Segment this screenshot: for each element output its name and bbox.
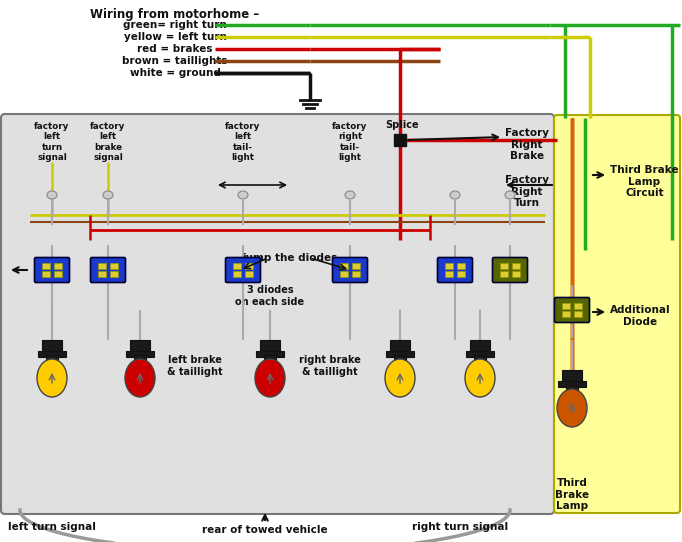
Ellipse shape xyxy=(345,191,355,199)
Bar xyxy=(558,381,586,387)
Bar xyxy=(110,271,118,277)
Text: Third
Brake
Lamp: Third Brake Lamp xyxy=(555,478,589,511)
Bar xyxy=(445,271,453,277)
Text: yellow = left turn: yellow = left turn xyxy=(123,32,226,42)
Bar xyxy=(245,271,253,277)
Text: jump the diodes: jump the diodes xyxy=(242,253,338,263)
Ellipse shape xyxy=(465,359,495,397)
Bar xyxy=(500,271,508,277)
Bar xyxy=(445,263,453,269)
Bar xyxy=(130,340,150,353)
Text: factory
left
tail-
light: factory left tail- light xyxy=(225,122,261,162)
Bar xyxy=(340,263,348,269)
Bar xyxy=(500,263,508,269)
Text: factory
right
tail-
light: factory right tail- light xyxy=(332,122,368,162)
FancyBboxPatch shape xyxy=(437,257,473,282)
Bar xyxy=(98,263,106,269)
Text: rear of towed vehicle: rear of towed vehicle xyxy=(202,525,328,535)
Bar xyxy=(42,340,62,353)
Bar xyxy=(54,271,62,277)
Text: red = brakes: red = brakes xyxy=(137,44,213,54)
Ellipse shape xyxy=(505,191,515,199)
Bar xyxy=(38,351,66,357)
FancyBboxPatch shape xyxy=(35,257,70,282)
FancyBboxPatch shape xyxy=(1,114,554,514)
Text: green= right turn: green= right turn xyxy=(123,20,227,30)
Ellipse shape xyxy=(385,359,415,397)
Bar xyxy=(233,263,241,269)
Bar xyxy=(54,263,62,269)
Ellipse shape xyxy=(557,389,587,427)
Text: left brake
& taillight: left brake & taillight xyxy=(167,355,223,377)
Ellipse shape xyxy=(255,359,285,397)
Ellipse shape xyxy=(450,191,460,199)
Text: left turn signal: left turn signal xyxy=(8,522,96,532)
Bar xyxy=(42,263,50,269)
Bar xyxy=(466,351,494,357)
Text: 3 diodes
on each side: 3 diodes on each side xyxy=(235,285,305,307)
Bar xyxy=(562,370,582,383)
Bar xyxy=(352,263,360,269)
FancyBboxPatch shape xyxy=(554,298,589,322)
Bar xyxy=(46,355,58,363)
Text: factory
left
turn
signal: factory left turn signal xyxy=(34,122,70,162)
Ellipse shape xyxy=(47,191,57,199)
Bar xyxy=(574,311,582,317)
Text: Factory
Right
Brake: Factory Right Brake xyxy=(505,128,549,161)
Ellipse shape xyxy=(37,359,67,397)
Text: Factory
Right
Turn: Factory Right Turn xyxy=(505,175,549,208)
Text: Splice: Splice xyxy=(385,120,419,130)
Bar xyxy=(390,340,410,353)
Text: right turn signal: right turn signal xyxy=(412,522,508,532)
Bar xyxy=(470,340,490,353)
Ellipse shape xyxy=(103,191,113,199)
Bar xyxy=(264,355,276,363)
Bar xyxy=(474,355,486,363)
Bar xyxy=(352,271,360,277)
Bar xyxy=(562,303,570,309)
Bar xyxy=(457,271,465,277)
Bar xyxy=(512,263,520,269)
FancyBboxPatch shape xyxy=(554,115,680,513)
Bar xyxy=(574,303,582,309)
Ellipse shape xyxy=(125,359,155,397)
Bar xyxy=(457,263,465,269)
Bar xyxy=(110,263,118,269)
Ellipse shape xyxy=(238,191,248,199)
Text: Additional
Diode: Additional Diode xyxy=(610,305,670,327)
FancyBboxPatch shape xyxy=(91,257,125,282)
Bar xyxy=(562,311,570,317)
Bar xyxy=(245,263,253,269)
FancyBboxPatch shape xyxy=(333,257,368,282)
Bar xyxy=(233,271,241,277)
Text: factory
left
brake
signal: factory left brake signal xyxy=(90,122,125,162)
Bar xyxy=(340,271,348,277)
Text: Wiring from motorhome –: Wiring from motorhome – xyxy=(91,8,260,21)
Bar xyxy=(260,340,280,353)
Text: white = ground: white = ground xyxy=(130,68,220,78)
Bar xyxy=(394,355,406,363)
Bar xyxy=(126,351,154,357)
Text: Third Brake
Lamp
Circuit: Third Brake Lamp Circuit xyxy=(610,165,679,198)
Bar xyxy=(134,355,146,363)
Text: right brake
& taillight: right brake & taillight xyxy=(299,355,361,377)
Bar xyxy=(386,351,414,357)
FancyBboxPatch shape xyxy=(492,257,527,282)
Text: brown = taillights: brown = taillights xyxy=(122,56,228,66)
Bar xyxy=(98,271,106,277)
FancyBboxPatch shape xyxy=(226,257,261,282)
Bar xyxy=(566,385,578,393)
Bar xyxy=(256,351,284,357)
Bar xyxy=(512,271,520,277)
Bar xyxy=(394,134,406,146)
Bar xyxy=(42,271,50,277)
